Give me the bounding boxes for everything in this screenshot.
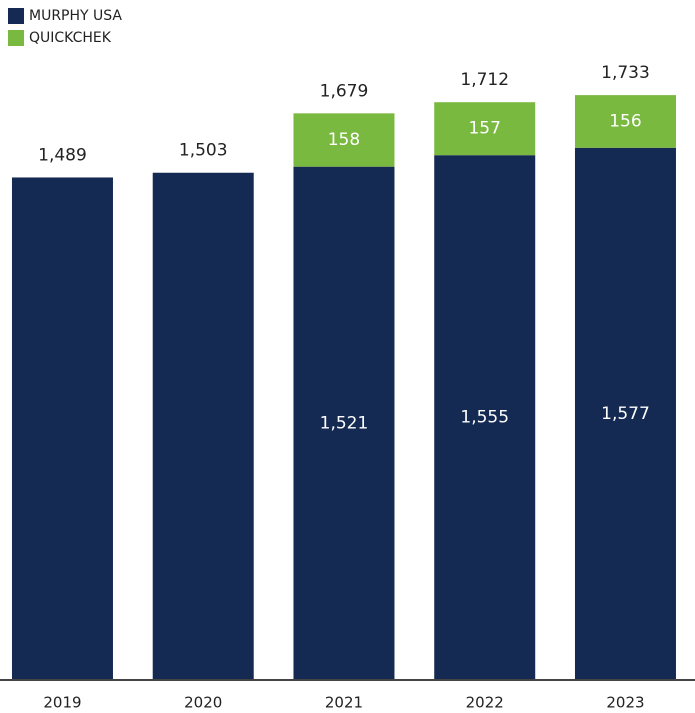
total-label: 1,712 xyxy=(460,70,509,90)
legend-label: MURPHY USA xyxy=(29,8,122,24)
bar-segment xyxy=(574,147,676,680)
total-label: 1,489 xyxy=(38,145,87,165)
value-label: 158 xyxy=(328,130,360,150)
bar-segment xyxy=(293,113,395,167)
x-tick-label: 2023 xyxy=(606,694,644,712)
legend-swatch xyxy=(8,8,24,24)
legend-swatch xyxy=(8,30,24,46)
bar-segment xyxy=(434,102,536,156)
bar-segment xyxy=(11,177,113,680)
bar-segment xyxy=(152,172,254,681)
x-tick-label: 2021 xyxy=(325,694,363,712)
value-label: 1,555 xyxy=(460,408,509,428)
value-label: 1,521 xyxy=(320,413,369,433)
value-label: 1,577 xyxy=(601,404,650,424)
value-label: 157 xyxy=(468,119,500,139)
x-tick-label: 2020 xyxy=(184,694,222,712)
value-label: 156 xyxy=(609,111,641,131)
x-tick-label: 2022 xyxy=(466,694,504,712)
x-tick-label: 2019 xyxy=(43,694,81,712)
bar-segment xyxy=(293,166,395,681)
bar-segment xyxy=(574,95,676,148)
total-label: 1,733 xyxy=(601,63,650,83)
bar-segment xyxy=(434,155,536,680)
legend-label: QUICKCHEK xyxy=(29,30,112,46)
total-label: 1,503 xyxy=(179,141,228,161)
total-label: 1,679 xyxy=(320,81,369,101)
